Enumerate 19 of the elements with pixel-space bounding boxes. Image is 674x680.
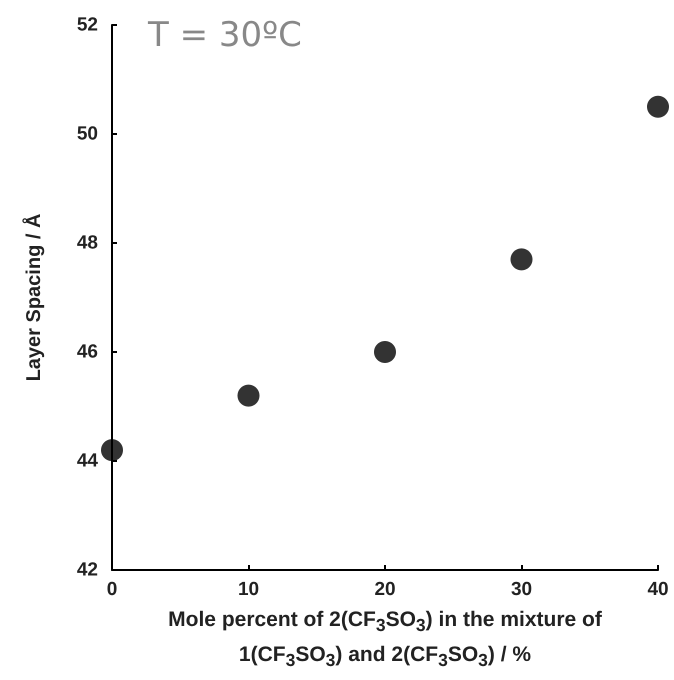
y-tick-label: 50 [76,124,98,144]
y-tick-label: 46 [76,342,98,362]
x-tick-label: 30 [510,579,532,600]
y-axis-title: Layer Spacing / Å [22,214,45,382]
point [510,248,532,270]
x-tick-label: 10 [238,579,260,600]
x-tick-label: 0 [106,579,118,600]
text: Mole percent of 2(CF$_{3}$SO$_{3}$) in the mixture of 1(CF$_{3}$SO$_{3}$) and 2(CF$_{3}$SO$_{3}$) / % [168,608,602,670]
x-tick-label: 20 [374,579,396,600]
point [647,96,669,118]
point [238,384,260,407]
point [101,439,123,462]
y-tick-label: 44 [76,450,98,472]
point [374,341,396,363]
x-tick-label: 40 [647,579,669,600]
annotation: T = 30ºC [147,15,302,55]
y-tick-label: 48 [76,232,98,254]
y-tick-label: 52 [76,14,98,36]
y-tick-label: 42 [76,560,98,580]
